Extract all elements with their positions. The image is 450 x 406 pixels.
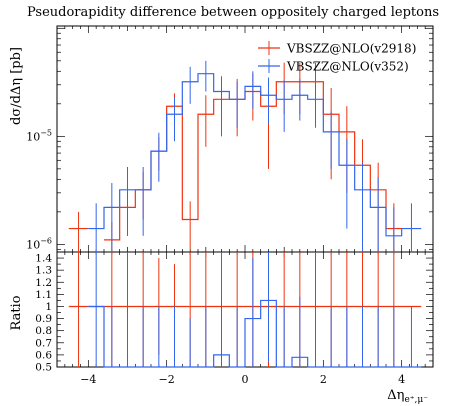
ratio-axis-label: Ratio xyxy=(9,295,24,330)
ratio-tick-label: 1.1 xyxy=(35,289,52,301)
x-tick-label: 4 xyxy=(398,373,405,386)
chart-title: Pseudorapidity difference between opposi… xyxy=(27,5,439,20)
main-axis-ticks: 10−6 10−5 xyxy=(26,26,434,252)
series-2-histogram xyxy=(88,73,422,237)
y-tick-label: 10−6 xyxy=(26,236,52,251)
ratio-tick-label: 1.2 xyxy=(35,277,52,289)
x-axis-label-sub: e⁺,μ⁻ xyxy=(404,395,428,405)
x-axis-label-main: Δη xyxy=(387,388,404,403)
ratio-tick-label: 0.7 xyxy=(35,337,52,349)
series-1-histogram xyxy=(68,81,402,241)
y-axis-label: dσ/dΔη [pb] xyxy=(9,47,24,125)
ratio-tick-label: 0.5 xyxy=(35,362,52,374)
ratio-tick-label: 0.8 xyxy=(35,325,52,337)
x-tick-label: −2 xyxy=(159,373,175,386)
ratio-plot-series xyxy=(68,252,422,368)
legend-label: VBSZZ@NLO(v352) xyxy=(286,60,409,74)
x-tick-labels: −4 −2 0 2 4 xyxy=(80,373,405,386)
main-plot-series xyxy=(68,60,422,252)
series-2-ratio xyxy=(88,299,422,368)
legend-label: VBSZZ@NLO(v2918) xyxy=(286,42,416,56)
ratio-tick-label: 1 xyxy=(45,301,52,313)
y-tick-label: 10−5 xyxy=(26,128,52,143)
ratio-tick-label: 1.4 xyxy=(35,253,52,265)
legend: VBSZZ@NLO(v2918) VBSZZ@NLO(v352) xyxy=(258,41,416,74)
x-tick-label: −4 xyxy=(80,373,96,386)
ratio-tick-label: 1.3 xyxy=(35,265,52,277)
x-tick-label: 0 xyxy=(242,373,249,386)
ratio-tick-label: 0.9 xyxy=(35,313,52,325)
ratio-tick-label: 0.6 xyxy=(35,349,52,361)
y-axis-label-text: dσ/dΔη [pb] xyxy=(9,47,24,125)
x-axis-label: Δηe⁺,μ⁻ xyxy=(387,388,428,405)
ratio-axis-ticks: 0.50.60.70.80.911.11.21.31.4 xyxy=(35,252,434,374)
x-tick-label: 2 xyxy=(320,373,327,386)
